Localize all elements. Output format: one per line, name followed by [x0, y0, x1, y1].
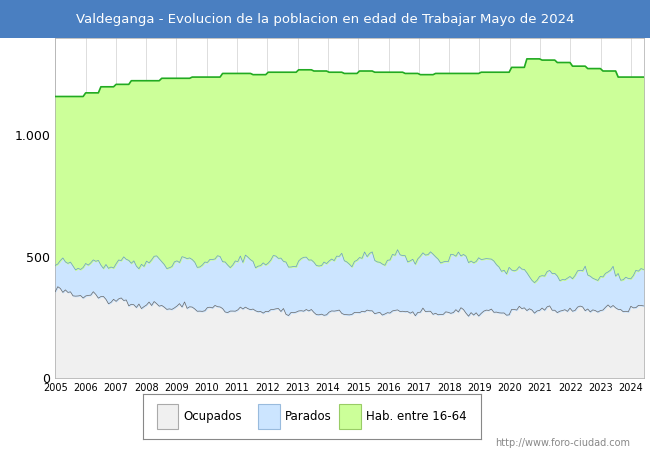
Bar	[258, 404, 280, 429]
Text: Valdeganga - Evolucion de la poblacion en edad de Trabajar Mayo de 2024: Valdeganga - Evolucion de la poblacion e…	[76, 13, 574, 26]
Bar	[157, 404, 179, 429]
Text: Parados: Parados	[285, 410, 332, 423]
Text: Ocupados: Ocupados	[183, 410, 242, 423]
Bar	[339, 404, 361, 429]
Text: Hab. entre 16-64: Hab. entre 16-64	[366, 410, 467, 423]
Text: http://www.foro-ciudad.com: http://www.foro-ciudad.com	[495, 438, 630, 448]
